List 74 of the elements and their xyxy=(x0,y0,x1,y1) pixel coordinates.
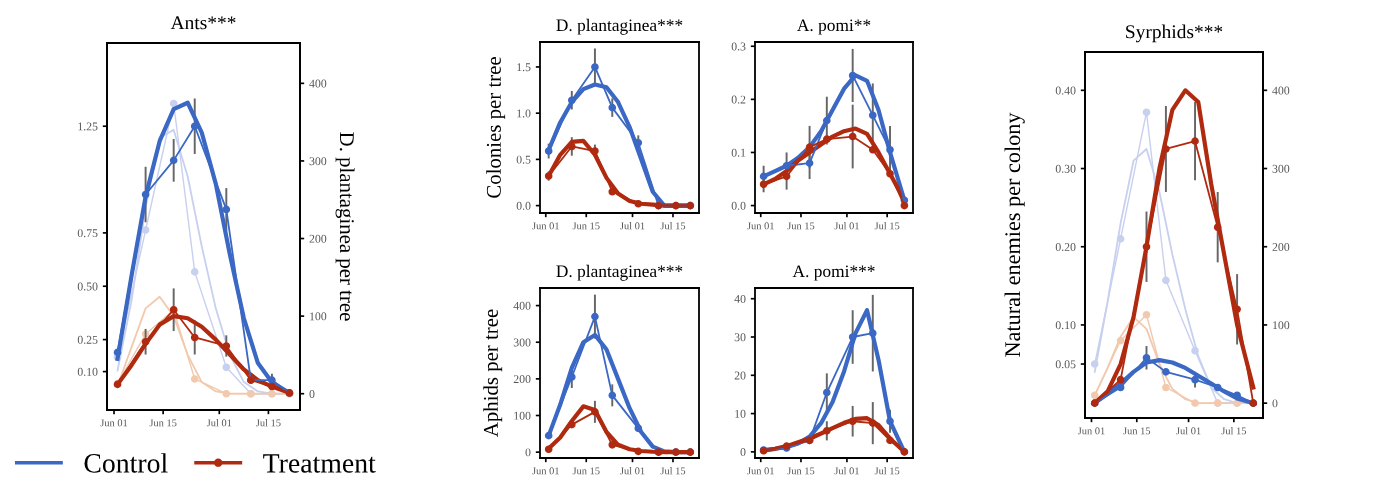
chart-title: Ants*** xyxy=(170,16,236,30)
y2-tick-label: 400 xyxy=(309,79,327,88)
x-tick-label: Jun 01 xyxy=(747,467,774,475)
x-tick-label: Jun 01 xyxy=(1077,427,1105,435)
y2-axis-title: D. plantaginea per tree xyxy=(335,132,355,321)
y-tick-label: 0.10 xyxy=(1055,321,1076,330)
x-tick-label: Jun 15 xyxy=(149,419,177,427)
y-tick-label: 10 xyxy=(735,409,746,418)
y-axis-title: Colonies per tree xyxy=(486,57,506,198)
y2-tick-label: 200 xyxy=(309,234,327,243)
x-tick-label: Jul 01 xyxy=(620,222,645,230)
x-tick-label: Jul 15 xyxy=(660,222,686,230)
chart-title: Syrphids*** xyxy=(1126,24,1223,43)
y-tick-label: 1.0 xyxy=(517,109,531,118)
y-tick-label: 0 xyxy=(525,448,531,457)
y-tick-label: 0.05 xyxy=(1055,360,1076,369)
y-tick-label: 300 xyxy=(513,338,531,347)
chart-title: A. pomi** xyxy=(797,19,871,35)
x-tick-label: Jul 01 xyxy=(834,467,859,475)
y-tick-label: 0.10 xyxy=(77,367,98,376)
y-tick-label: 100 xyxy=(514,411,531,420)
x-tick-label: Jul 15 xyxy=(256,419,281,427)
x-tick-label: Jul 01 xyxy=(834,222,859,230)
y2-tick-label: 300 xyxy=(309,157,327,166)
x-tick-label: Jul 15 xyxy=(874,467,900,475)
y2-tick-label: 300 xyxy=(1272,164,1290,173)
y-tick-label: 0.5 xyxy=(516,155,531,164)
y-tick-label: 0.40 xyxy=(1055,86,1076,95)
y2-tick-label: 200 xyxy=(1272,242,1290,251)
x-tick-label: Jul 01 xyxy=(620,467,645,475)
y-tick-label: 0.2 xyxy=(731,95,746,104)
x-tick-label: Jul 01 xyxy=(1176,427,1201,435)
y-tick-label: 0.30 xyxy=(1055,164,1076,173)
chart-title: D. plantaginea*** xyxy=(556,264,683,281)
x-tick-label: Jun 15 xyxy=(572,222,600,230)
x-tick-label: Jul 15 xyxy=(874,222,900,230)
y-tick-label: 40 xyxy=(734,294,746,303)
x-tick-label: Jun 01 xyxy=(532,467,559,475)
y2-tick-label: 400 xyxy=(1272,86,1290,95)
y-tick-label: 0.1 xyxy=(731,148,746,157)
x-tick-label: Jun 01 xyxy=(747,222,774,230)
y-tick-label: 0.0 xyxy=(731,201,746,210)
y-tick-label: 0.50 xyxy=(77,282,98,291)
y2-tick-label: 0 xyxy=(309,389,315,398)
chart-title: D. plantaginea*** xyxy=(556,18,683,35)
y-axis-title: Aphids per tree xyxy=(483,309,503,438)
y-tick-label: 0.3 xyxy=(731,42,746,51)
legend-label: Control xyxy=(84,453,168,473)
x-tick-label: Jul 15 xyxy=(1221,427,1247,435)
legend-label: Treatment xyxy=(263,454,376,473)
x-tick-label: Jun 01 xyxy=(100,419,128,427)
y2-tick-label: 0 xyxy=(1272,399,1278,408)
y-tick-label: 0.0 xyxy=(516,201,531,210)
y-tick-label: 200 xyxy=(513,375,531,384)
y-axis-title: Natural enemies per colony xyxy=(1004,112,1025,357)
y-tick-label: 400 xyxy=(513,301,531,310)
y-tick-label: 1.5 xyxy=(517,63,531,72)
y-tick-label: 1.25 xyxy=(78,122,98,131)
x-tick-label: Jul 15 xyxy=(660,467,686,475)
y-tick-label: 20 xyxy=(734,371,746,380)
y-tick-label: 0.25 xyxy=(77,335,98,344)
y-tick-label: 0.20 xyxy=(1055,242,1076,251)
chart-title: A. pomi*** xyxy=(792,265,875,281)
y-tick-label: 0 xyxy=(740,448,746,457)
x-tick-label: Jun 01 xyxy=(532,222,559,230)
y2-tick-label: 100 xyxy=(310,312,327,321)
x-tick-label: Jun 15 xyxy=(787,467,815,475)
y-tick-label: 30 xyxy=(734,333,746,342)
x-tick-label: Jun 15 xyxy=(572,467,600,475)
y-tick-label: 0.75 xyxy=(77,229,98,238)
x-tick-label: Jul 01 xyxy=(206,419,232,427)
x-tick-label: Jun 15 xyxy=(1123,427,1151,435)
x-tick-label: Jun 15 xyxy=(787,222,815,230)
y2-tick-label: 100 xyxy=(1273,321,1290,330)
